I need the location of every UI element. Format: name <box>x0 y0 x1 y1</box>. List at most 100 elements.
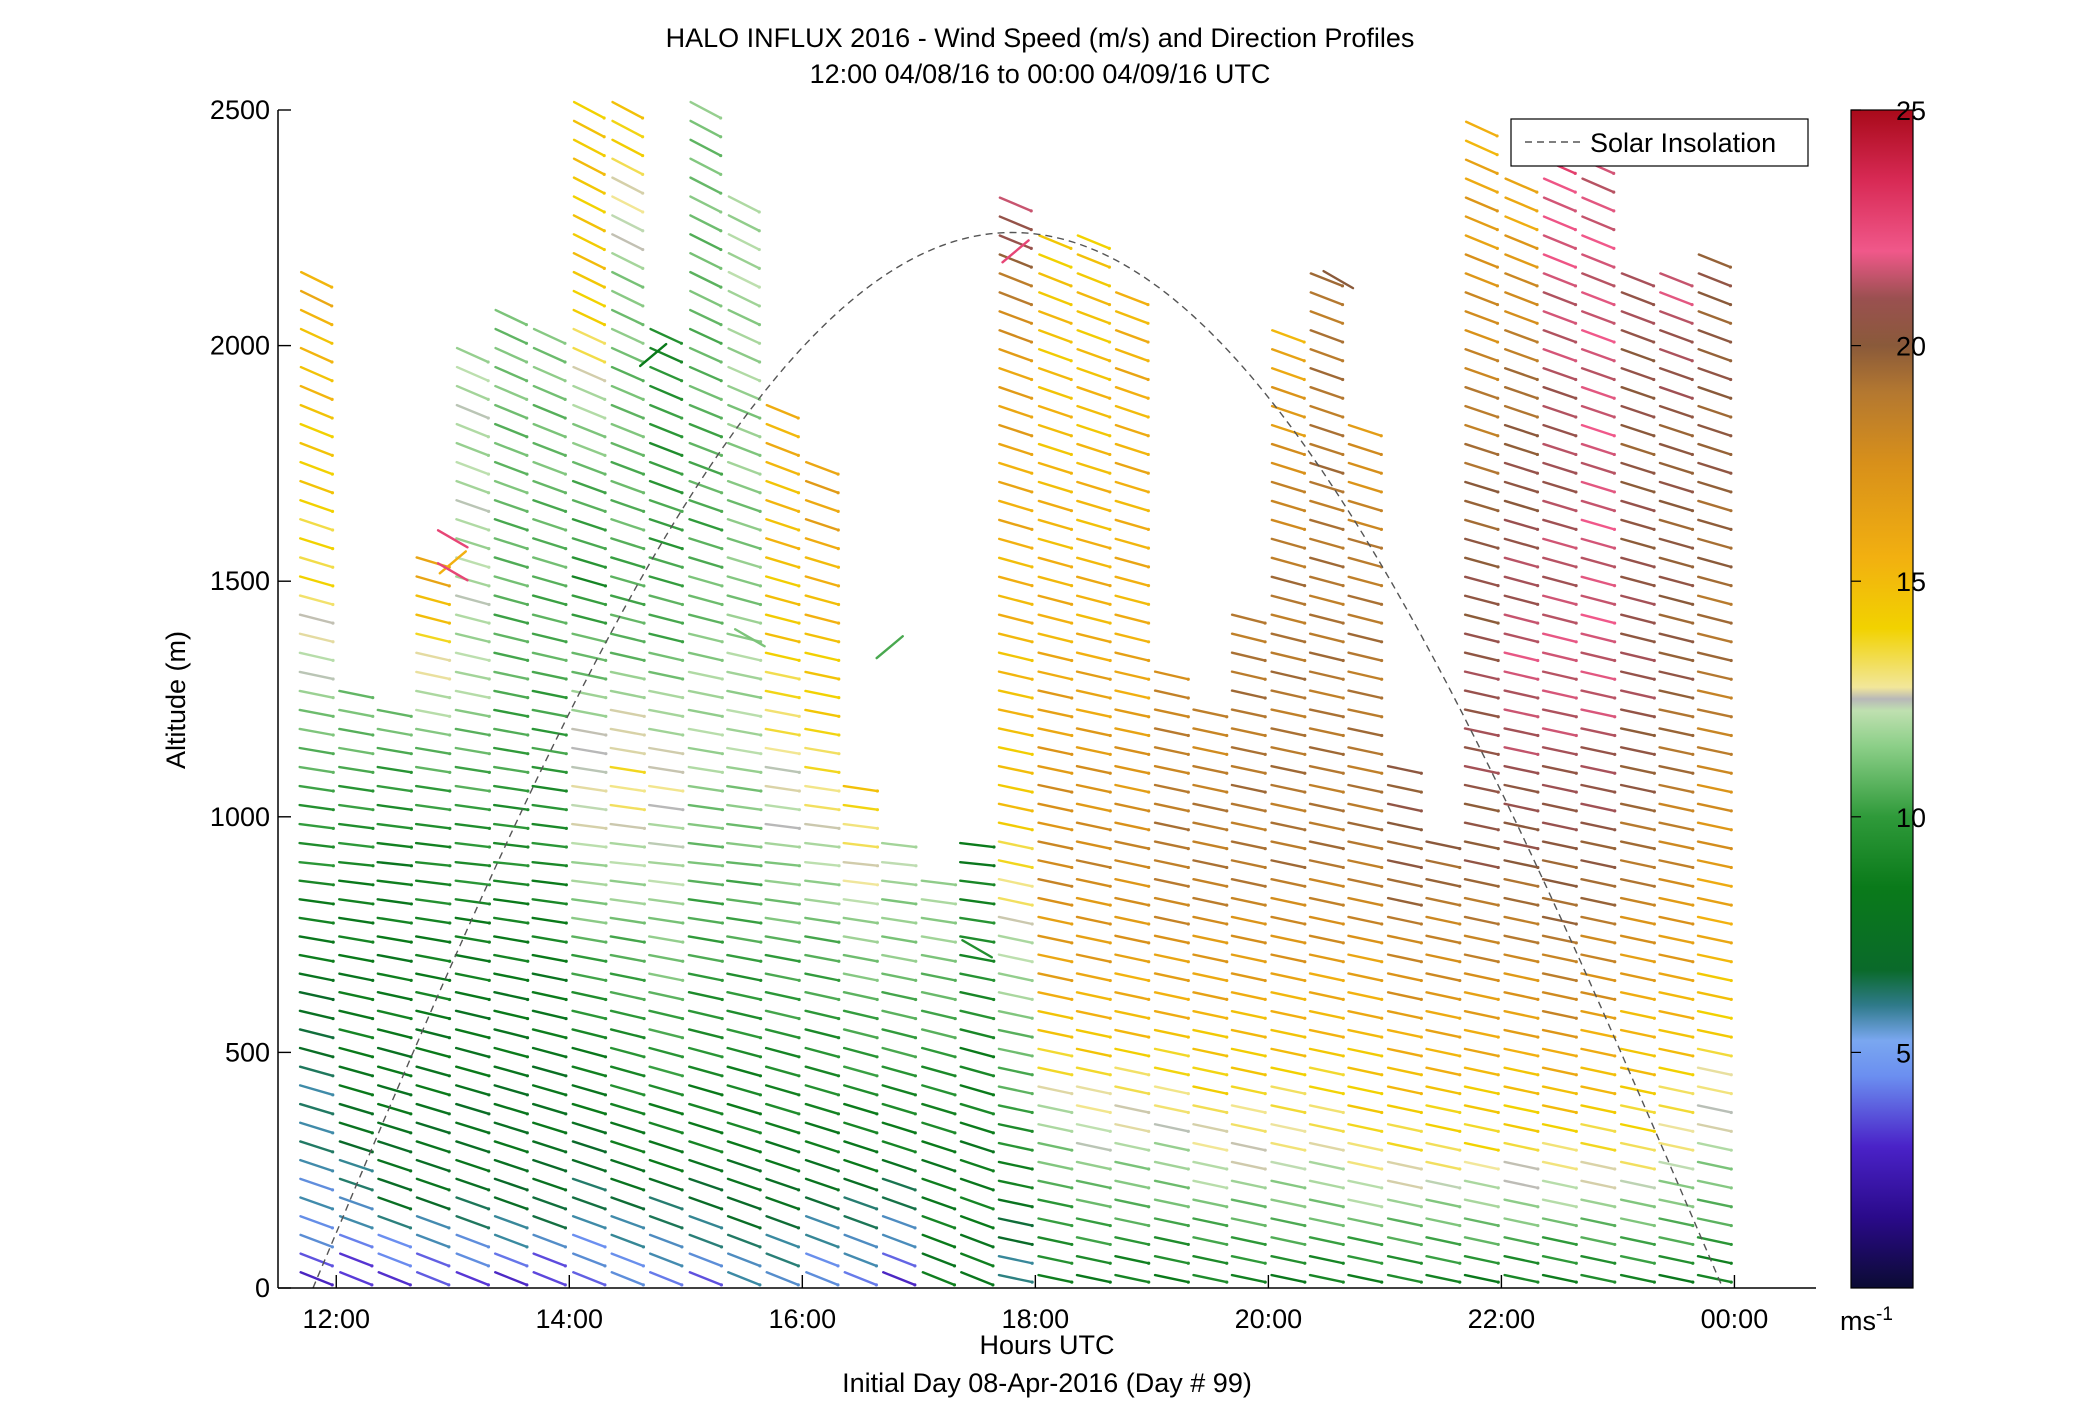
wind-barb-tip <box>720 621 724 625</box>
wind-barb <box>1503 1028 1540 1039</box>
wind-barb-tip <box>719 360 723 364</box>
wind-barb-tip <box>1535 490 1540 494</box>
wind-barb-tip <box>1729 997 1733 1001</box>
wind-barb <box>1619 689 1656 700</box>
wind-barb-tip <box>1691 865 1695 870</box>
wind-barb <box>1270 367 1306 381</box>
wind-barb <box>1463 1009 1500 1020</box>
wind-barb <box>454 898 491 906</box>
wind-barb <box>531 1046 568 1058</box>
wind-barb <box>1541 1141 1578 1152</box>
wind-barb <box>687 953 724 963</box>
wind-barb <box>1075 1123 1112 1133</box>
wind-barb <box>1270 385 1306 400</box>
wind-barb <box>611 233 644 251</box>
wind-barb <box>1619 972 1656 982</box>
wind-barb-tip <box>1535 396 1539 400</box>
wind-barb-tip <box>331 547 335 551</box>
wind-barb <box>805 1252 840 1268</box>
wind-barb <box>531 935 568 944</box>
wind-barb <box>805 1233 840 1249</box>
wind-barb <box>1504 234 1539 250</box>
wind-barb <box>1425 1236 1461 1246</box>
wind-barb <box>1075 1104 1112 1114</box>
wind-barb-tip <box>1535 228 1539 232</box>
wind-barb <box>415 1009 451 1020</box>
wind-barb <box>804 879 841 887</box>
wind-barb-tip <box>1263 960 1267 964</box>
wind-barb-tip <box>525 1264 529 1268</box>
wind-barb <box>1347 1179 1383 1190</box>
wind-barb <box>493 916 530 925</box>
wind-barb <box>881 935 917 944</box>
wind-barb <box>1696 840 1733 850</box>
wind-barb-tip <box>1690 452 1694 457</box>
wind-barb <box>1541 632 1578 643</box>
wind-barb <box>1696 1123 1733 1133</box>
wind-barb <box>1114 613 1150 625</box>
wind-barb <box>1696 934 1733 945</box>
wind-barb <box>298 803 335 811</box>
wind-barb <box>804 1177 840 1192</box>
wind-barb <box>376 765 413 774</box>
wind-barb-tip <box>1030 809 1034 813</box>
wind-barb-tip <box>1574 1242 1578 1247</box>
wind-barb-tip <box>1536 1016 1540 1020</box>
wind-barb-tip <box>1729 1073 1733 1077</box>
wind-barb <box>1309 537 1345 550</box>
wind-barb-tip <box>526 714 530 718</box>
wind-barb <box>1464 442 1499 456</box>
wind-barb <box>1425 840 1461 850</box>
wind-barb-tip <box>447 602 451 607</box>
wind-barb <box>493 575 529 588</box>
wind-barb <box>689 119 722 138</box>
wind-barb-tip <box>447 1112 451 1116</box>
wind-barb <box>1619 670 1656 681</box>
wind-barb-tip <box>1536 1092 1540 1096</box>
wind-barb-tip <box>564 1131 568 1135</box>
wind-barb-tip <box>914 978 918 982</box>
wind-barb <box>493 613 529 625</box>
wind-barb <box>454 594 491 606</box>
wind-barb <box>610 1084 646 1097</box>
wind-barb <box>687 1046 724 1058</box>
wind-barb-tip <box>604 1016 608 1021</box>
wind-barb-tip <box>331 1055 335 1059</box>
wind-barb <box>687 935 724 944</box>
wind-barb <box>1270 651 1306 662</box>
wind-barb-tip <box>1652 1073 1656 1077</box>
wind-barb <box>1696 991 1733 1001</box>
wind-barb <box>1542 461 1578 475</box>
wind-barb <box>1503 461 1539 475</box>
wind-barb-tip <box>1613 960 1617 964</box>
wind-barb-tip <box>1536 602 1540 606</box>
wind-barb-tip <box>1302 471 1307 475</box>
wind-barb-tip <box>720 696 724 700</box>
wind-barb-tip <box>1186 771 1190 775</box>
wind-barb <box>1347 1123 1383 1133</box>
wind-barb-isolated <box>436 562 469 582</box>
wind-barb-tip <box>526 940 530 944</box>
wind-barb <box>998 367 1033 381</box>
wind-barb-tip <box>1341 677 1345 681</box>
wind-barb-tip <box>525 1055 530 1059</box>
wind-barb-tip <box>836 1055 841 1059</box>
wind-barb <box>1153 783 1190 794</box>
wind-barb <box>998 310 1033 325</box>
wind-barb-tip <box>1030 1092 1034 1096</box>
wind-barb-tip <box>875 883 880 887</box>
wind-barb-tip <box>564 959 568 963</box>
wind-barb <box>804 556 840 569</box>
wind-barb-tip <box>1030 583 1034 588</box>
wind-barb <box>1504 329 1539 344</box>
wind-barb <box>688 384 723 401</box>
wind-barb-tip <box>757 341 762 345</box>
wind-barb <box>1037 1009 1073 1020</box>
wind-barb <box>1386 783 1423 794</box>
wind-barb <box>1076 518 1112 531</box>
wind-barb <box>1696 915 1733 926</box>
wind-barb-tip <box>409 997 413 1002</box>
x-tick-label: 20:00 <box>1235 1304 1303 1334</box>
wind-barb <box>1386 972 1423 982</box>
wind-barb <box>415 1102 451 1116</box>
